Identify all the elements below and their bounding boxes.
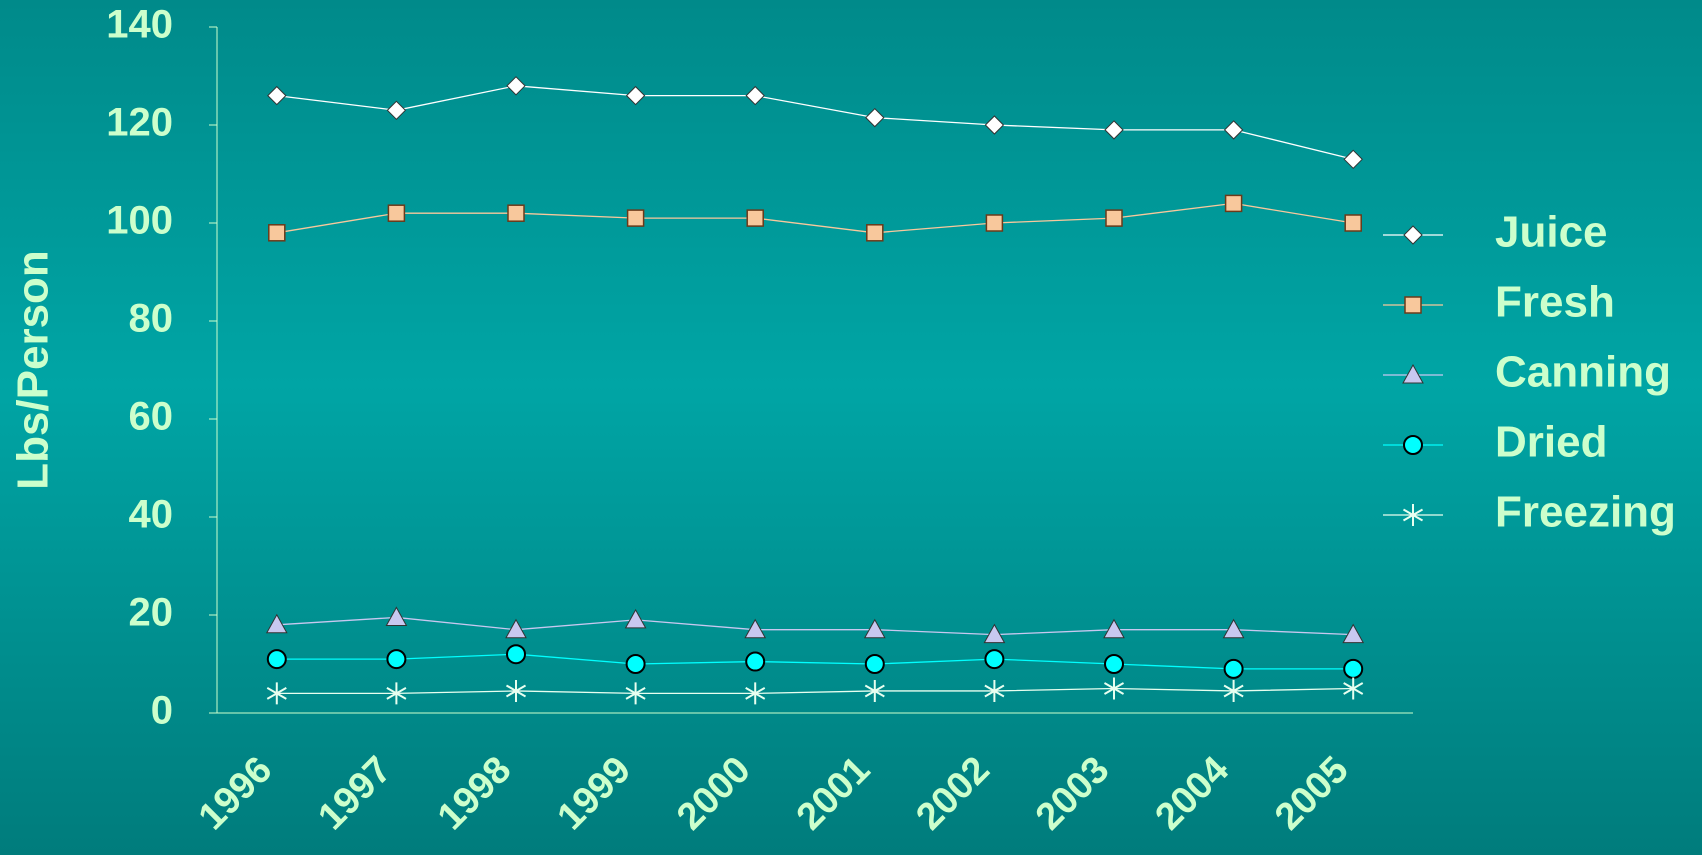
- marker: [1403, 225, 1423, 245]
- legend-label: Freezing: [1495, 488, 1676, 537]
- marker: [265, 613, 288, 634]
- y-tick-label: 20: [129, 591, 174, 635]
- marker: [746, 209, 764, 227]
- marker: [626, 209, 645, 227]
- marker: [505, 618, 527, 639]
- marker: [1402, 504, 1424, 526]
- series-line: [276, 616, 1354, 636]
- marker: [745, 85, 765, 106]
- marker: [1222, 618, 1245, 639]
- marker: [1402, 363, 1424, 384]
- marker: [1403, 435, 1423, 455]
- marker: [1103, 618, 1125, 639]
- marker: [1343, 149, 1363, 170]
- legend-label: Dried: [1495, 418, 1607, 467]
- marker: [1223, 120, 1244, 140]
- y-tick-label: 120: [106, 101, 173, 145]
- marker: [1344, 214, 1362, 232]
- y-axis-label: Lbs/Person: [9, 250, 58, 490]
- marker: [1104, 120, 1124, 140]
- marker: [625, 682, 646, 705]
- marker: [1223, 679, 1244, 702]
- y-tick-label: 80: [129, 297, 174, 341]
- marker: [1343, 658, 1364, 679]
- marker: [505, 679, 527, 702]
- marker: [984, 679, 1005, 702]
- marker: [863, 618, 886, 639]
- marker: [506, 644, 526, 665]
- y-tick-label: 0: [151, 689, 173, 733]
- legend-label: Fresh: [1495, 278, 1615, 327]
- marker: [984, 115, 1005, 135]
- y-tick-label: 60: [129, 395, 174, 439]
- legend-label: Juice: [1495, 208, 1608, 257]
- marker: [624, 608, 647, 629]
- marker: [1223, 658, 1244, 679]
- marker: [745, 682, 766, 705]
- y-tick-label: 40: [129, 493, 174, 537]
- marker: [386, 100, 407, 121]
- marker: [985, 214, 1004, 232]
- marker: [267, 85, 287, 106]
- y-tick-label: 140: [106, 3, 173, 47]
- marker: [864, 679, 885, 702]
- marker: [266, 682, 287, 705]
- marker: [1105, 209, 1123, 227]
- marker: [385, 606, 408, 626]
- marker: [864, 654, 885, 674]
- marker: [1104, 654, 1124, 674]
- marker: [744, 618, 767, 639]
- marker: [386, 649, 407, 670]
- marker: [1103, 677, 1125, 700]
- marker: [268, 224, 286, 242]
- marker: [507, 204, 525, 222]
- marker: [745, 651, 766, 672]
- marker: [1404, 296, 1422, 314]
- marker: [984, 649, 1005, 670]
- marker: [865, 107, 885, 128]
- marker: [266, 649, 287, 670]
- legend-label: Canning: [1495, 348, 1671, 397]
- marker: [387, 204, 406, 222]
- series-line: [276, 687, 1354, 695]
- marker: [1224, 194, 1243, 213]
- y-tick-label: 100: [106, 199, 173, 243]
- marker: [625, 654, 646, 674]
- marker: [866, 224, 884, 242]
- marker: [983, 623, 1006, 644]
- marker: [506, 76, 526, 96]
- marker: [625, 85, 646, 106]
- series-line: [276, 653, 1354, 670]
- marker: [1342, 623, 1365, 644]
- marker: [386, 682, 407, 705]
- series-line: [276, 85, 1354, 160]
- marker: [1343, 677, 1364, 700]
- series-line: [276, 202, 1354, 234]
